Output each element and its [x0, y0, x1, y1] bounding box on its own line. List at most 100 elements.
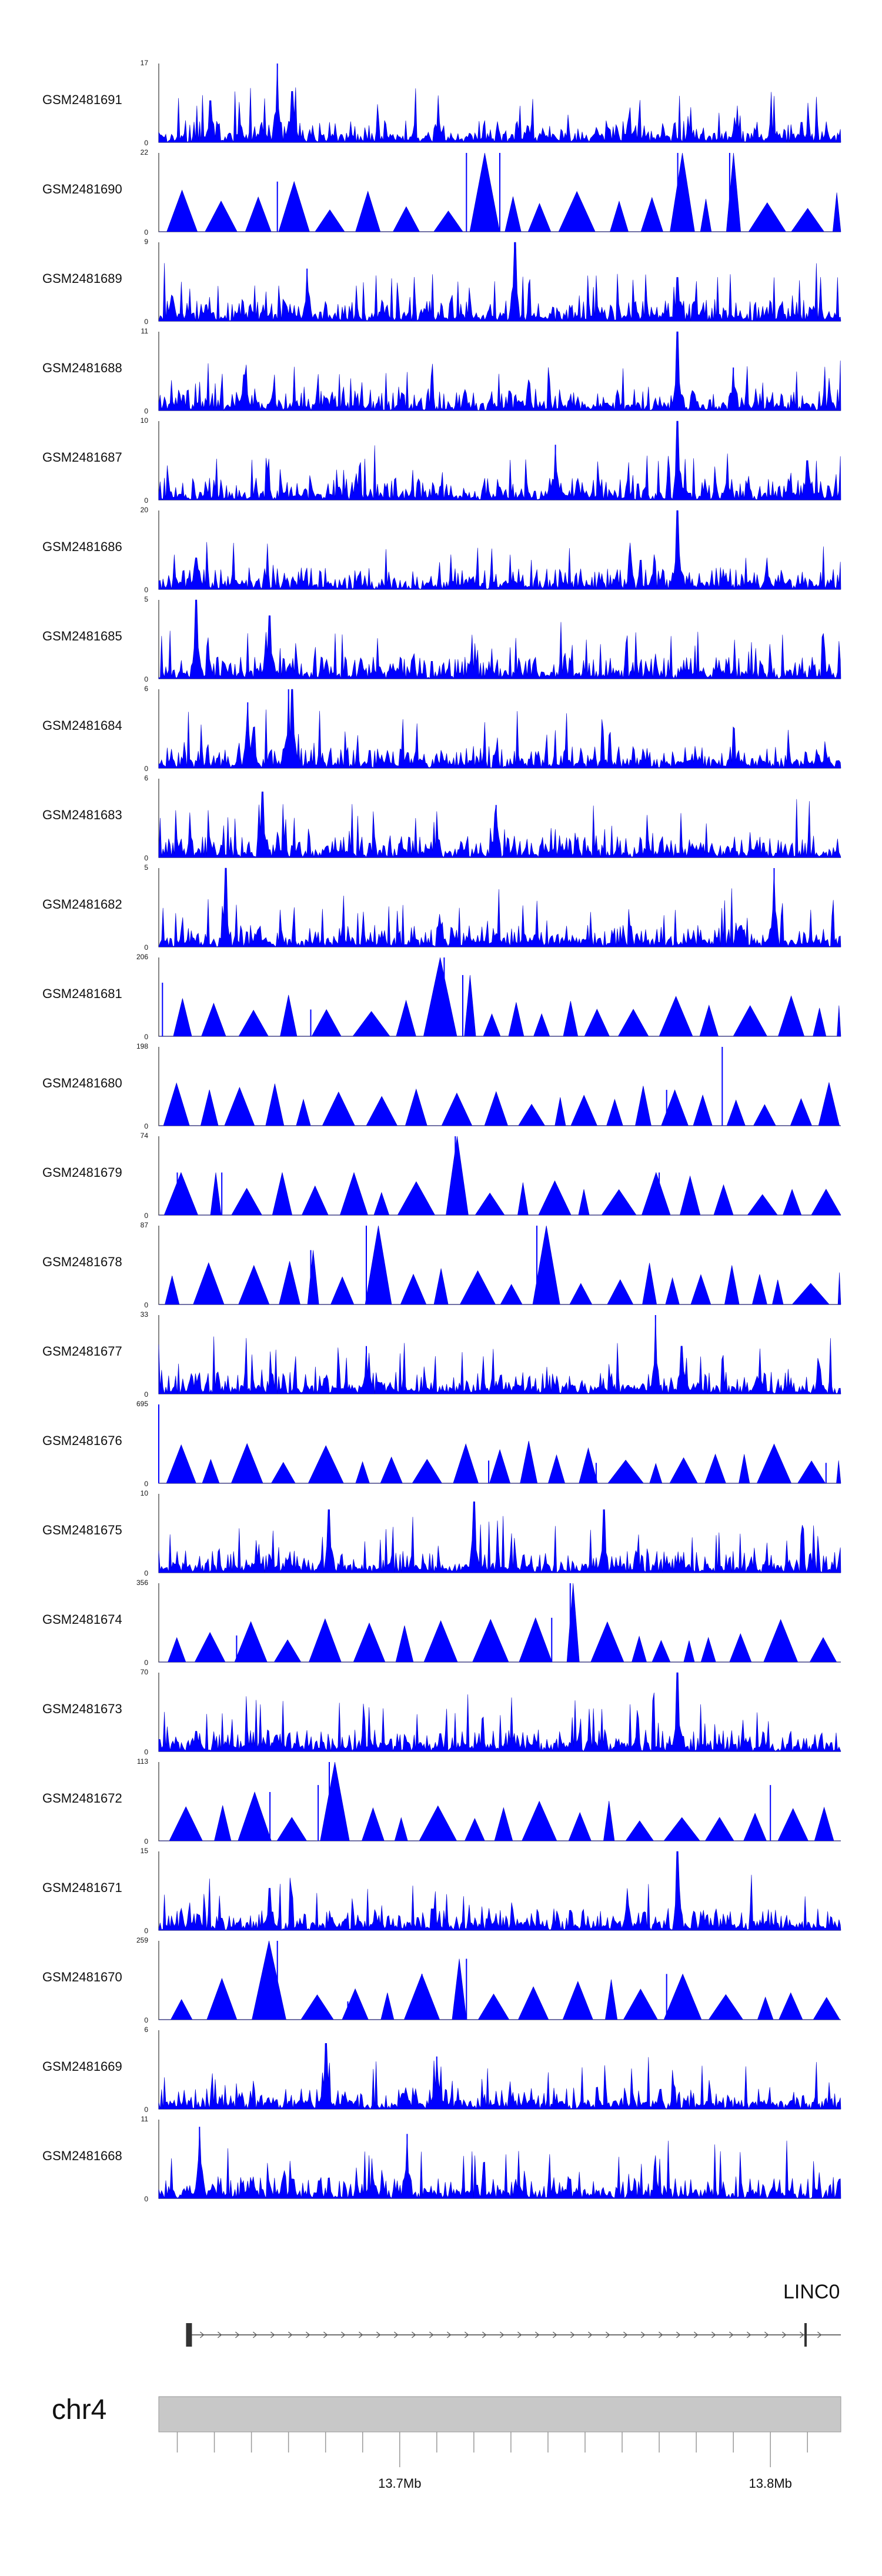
strand-arrow: [764, 2331, 769, 2338]
strand-arrow: [553, 2331, 557, 2338]
strand-arrow: [747, 2331, 751, 2338]
track-ymax-label: 6: [144, 685, 148, 693]
track-plot: [158, 957, 841, 1037]
signal-area: [158, 1851, 841, 1931]
track-label: GSM2481679: [42, 1165, 122, 1180]
strand-arrow: [429, 2331, 434, 2338]
tick-label: 13.7Mb: [378, 2476, 422, 2491]
track-ymax-label: 87: [140, 1221, 148, 1229]
track-ymax-label: 20: [140, 506, 148, 514]
signal-area: [158, 2043, 841, 2110]
track-label: GSM2481674: [42, 1612, 122, 1627]
track-label: GSM2481685: [42, 629, 122, 643]
strand-arrow: [535, 2331, 540, 2338]
signal-area: [158, 1314, 841, 1394]
signal-area: [159, 1440, 841, 1484]
track-ymax-label: 5: [144, 595, 148, 603]
track-GSM2481685: GSM2481685 5 0: [0, 595, 882, 683]
track-label: GSM2481688: [42, 361, 122, 375]
track-GSM2481680: GSM2481680 198 0: [0, 1042, 882, 1130]
strand-arrow: [323, 2331, 328, 2338]
track-plot: [158, 867, 841, 947]
strand-arrow: [218, 2331, 222, 2338]
track-label: GSM2481689: [42, 271, 122, 286]
gene-label: LINC0: [783, 2281, 840, 2303]
track-ymax-label: 22: [140, 148, 148, 156]
signal-area: [159, 957, 841, 1037]
signal-area: [158, 2127, 841, 2199]
track-label: GSM2481691: [42, 92, 122, 107]
signal-area: [158, 599, 841, 679]
signal-area: [158, 242, 841, 322]
strand-arrow: [800, 2331, 804, 2338]
tick-label: 13.8Mb: [749, 2476, 792, 2491]
track-ymin-label: 0: [144, 1927, 148, 1935]
track-ymin-label: 0: [144, 2195, 148, 2203]
strand-arrow: [376, 2331, 381, 2338]
strand-arrow: [659, 2331, 663, 2338]
strand-arrow: [711, 2331, 716, 2338]
track-ymax-label: 259: [136, 1936, 148, 1944]
track-ymin-label: 0: [144, 496, 148, 505]
track-ymin-label: 0: [144, 854, 148, 862]
track-GSM2481688: GSM2481688 11 0: [0, 327, 882, 415]
track-GSM2481684: GSM2481684 6 0: [0, 685, 882, 773]
track-plot: [158, 2030, 841, 2110]
track-GSM2481689: GSM2481689 9 0: [0, 238, 882, 326]
track-ymax-label: 10: [140, 416, 148, 425]
track-plot: [158, 1761, 841, 1841]
track-ymax-label: 17: [140, 59, 148, 67]
chromosome-label: chr4: [52, 2394, 107, 2425]
track-GSM2481683: GSM2481683 6 0: [0, 774, 882, 862]
track-ymax-label: 6: [144, 2026, 148, 2034]
strand-arrow: [500, 2331, 505, 2338]
strand-arrow: [394, 2331, 399, 2338]
track-ymin-label: 0: [144, 943, 148, 952]
strand-arrow: [306, 2331, 310, 2338]
track-ymin-label: 0: [144, 1480, 148, 1488]
track-ymax-label: 10: [140, 1489, 148, 1497]
signal-area: [158, 1501, 841, 1573]
track-ymin-label: 0: [144, 586, 148, 594]
track-ymax-label: 356: [136, 1579, 148, 1587]
track-label: GSM2481690: [42, 182, 122, 196]
track-GSM2481682: GSM2481682 5 0: [0, 863, 882, 952]
track-GSM2481669: GSM2481669 6 0: [0, 2026, 882, 2114]
track-ymin-label: 0: [144, 675, 148, 683]
track-GSM2481691: GSM2481691 17 0: [0, 59, 882, 147]
track-label: GSM2481677: [42, 1344, 122, 1359]
track-plot: [158, 599, 841, 679]
track-GSM2481670: GSM2481670 259 0: [0, 1936, 882, 2024]
track-ymin-label: 0: [144, 1122, 148, 1130]
track-GSM2481679: GSM2481679 74 0: [0, 1132, 882, 1220]
strand-arrow: [447, 2331, 452, 2338]
track-GSM2481676: GSM2481676 695 0: [0, 1400, 882, 1488]
track-ymin-label: 0: [144, 1748, 148, 1756]
track-label: GSM2481686: [42, 539, 122, 554]
track-plot: [158, 1494, 841, 1573]
track-GSM2481672: GSM2481672 113 0: [0, 1757, 882, 1846]
track-plot: [158, 1940, 841, 2020]
track-plot: [158, 63, 841, 143]
signal-area: [158, 331, 841, 411]
strand-arrow: [200, 2331, 205, 2338]
track-label: GSM2481678: [42, 1254, 122, 1269]
track-ymax-label: 9: [144, 238, 148, 246]
track-label: GSM2481681: [42, 986, 122, 1001]
track-ymin-label: 0: [144, 1390, 148, 1399]
track-label: GSM2481673: [42, 1701, 122, 1716]
track-plot: [158, 1136, 841, 1216]
track-plot: [158, 1314, 841, 1394]
strand-arrow: [623, 2331, 628, 2338]
track-plot: [158, 1404, 841, 1484]
track-label: GSM2481668: [42, 2148, 122, 2163]
track-ymin-label: 0: [144, 228, 148, 236]
strand-arrow: [235, 2331, 240, 2338]
gene-model: [186, 2323, 841, 2347]
track-label: GSM2481680: [42, 1076, 122, 1090]
strand-arrow: [517, 2331, 522, 2338]
signal-area: [159, 1761, 841, 1841]
signal-area: [158, 867, 841, 947]
track-label: GSM2481669: [42, 2059, 122, 2074]
